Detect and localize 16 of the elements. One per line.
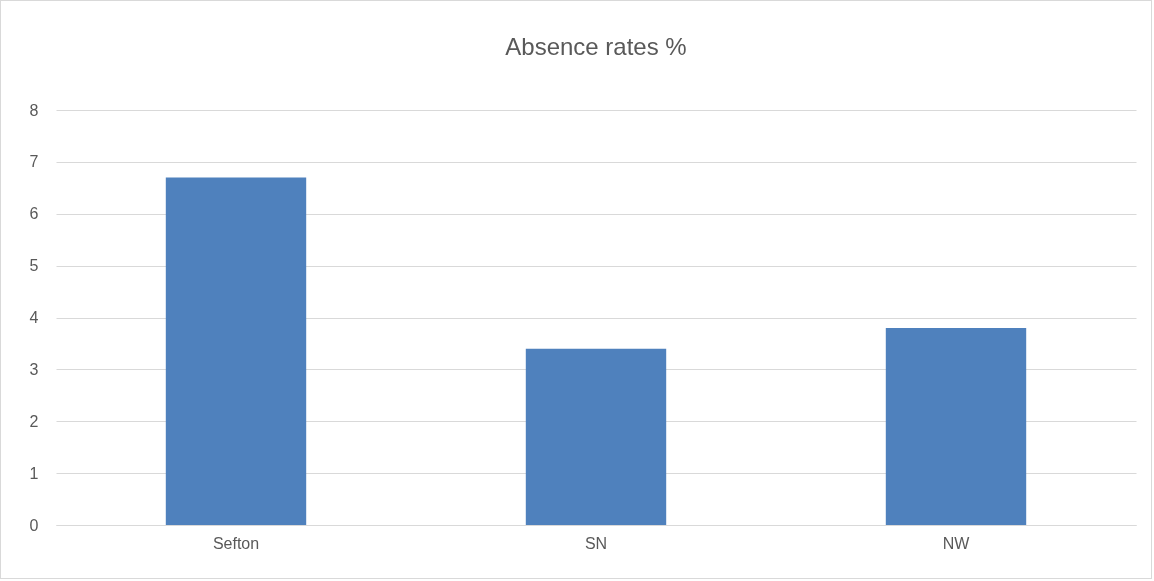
y-tick-label: 3 [29,360,39,378]
x-tick-label: NW [942,534,971,552]
y-tick-label: 2 [29,412,39,430]
x-tick-label: Sefton [212,534,260,552]
x-tick-label: SN [584,534,608,552]
y-tick-label: 1 [29,464,39,482]
chart-title: Absence rates % [505,33,687,60]
y-tick-label: 0 [29,516,39,534]
bar [165,177,307,525]
y-tick-label: 6 [29,205,39,223]
bar [525,348,667,525]
bar [885,327,1027,525]
y-tick-label: 5 [29,257,39,275]
y-tick-label: 8 [29,101,39,119]
y-tick-label: 7 [29,153,39,171]
y-tick-label: 4 [29,309,39,326]
